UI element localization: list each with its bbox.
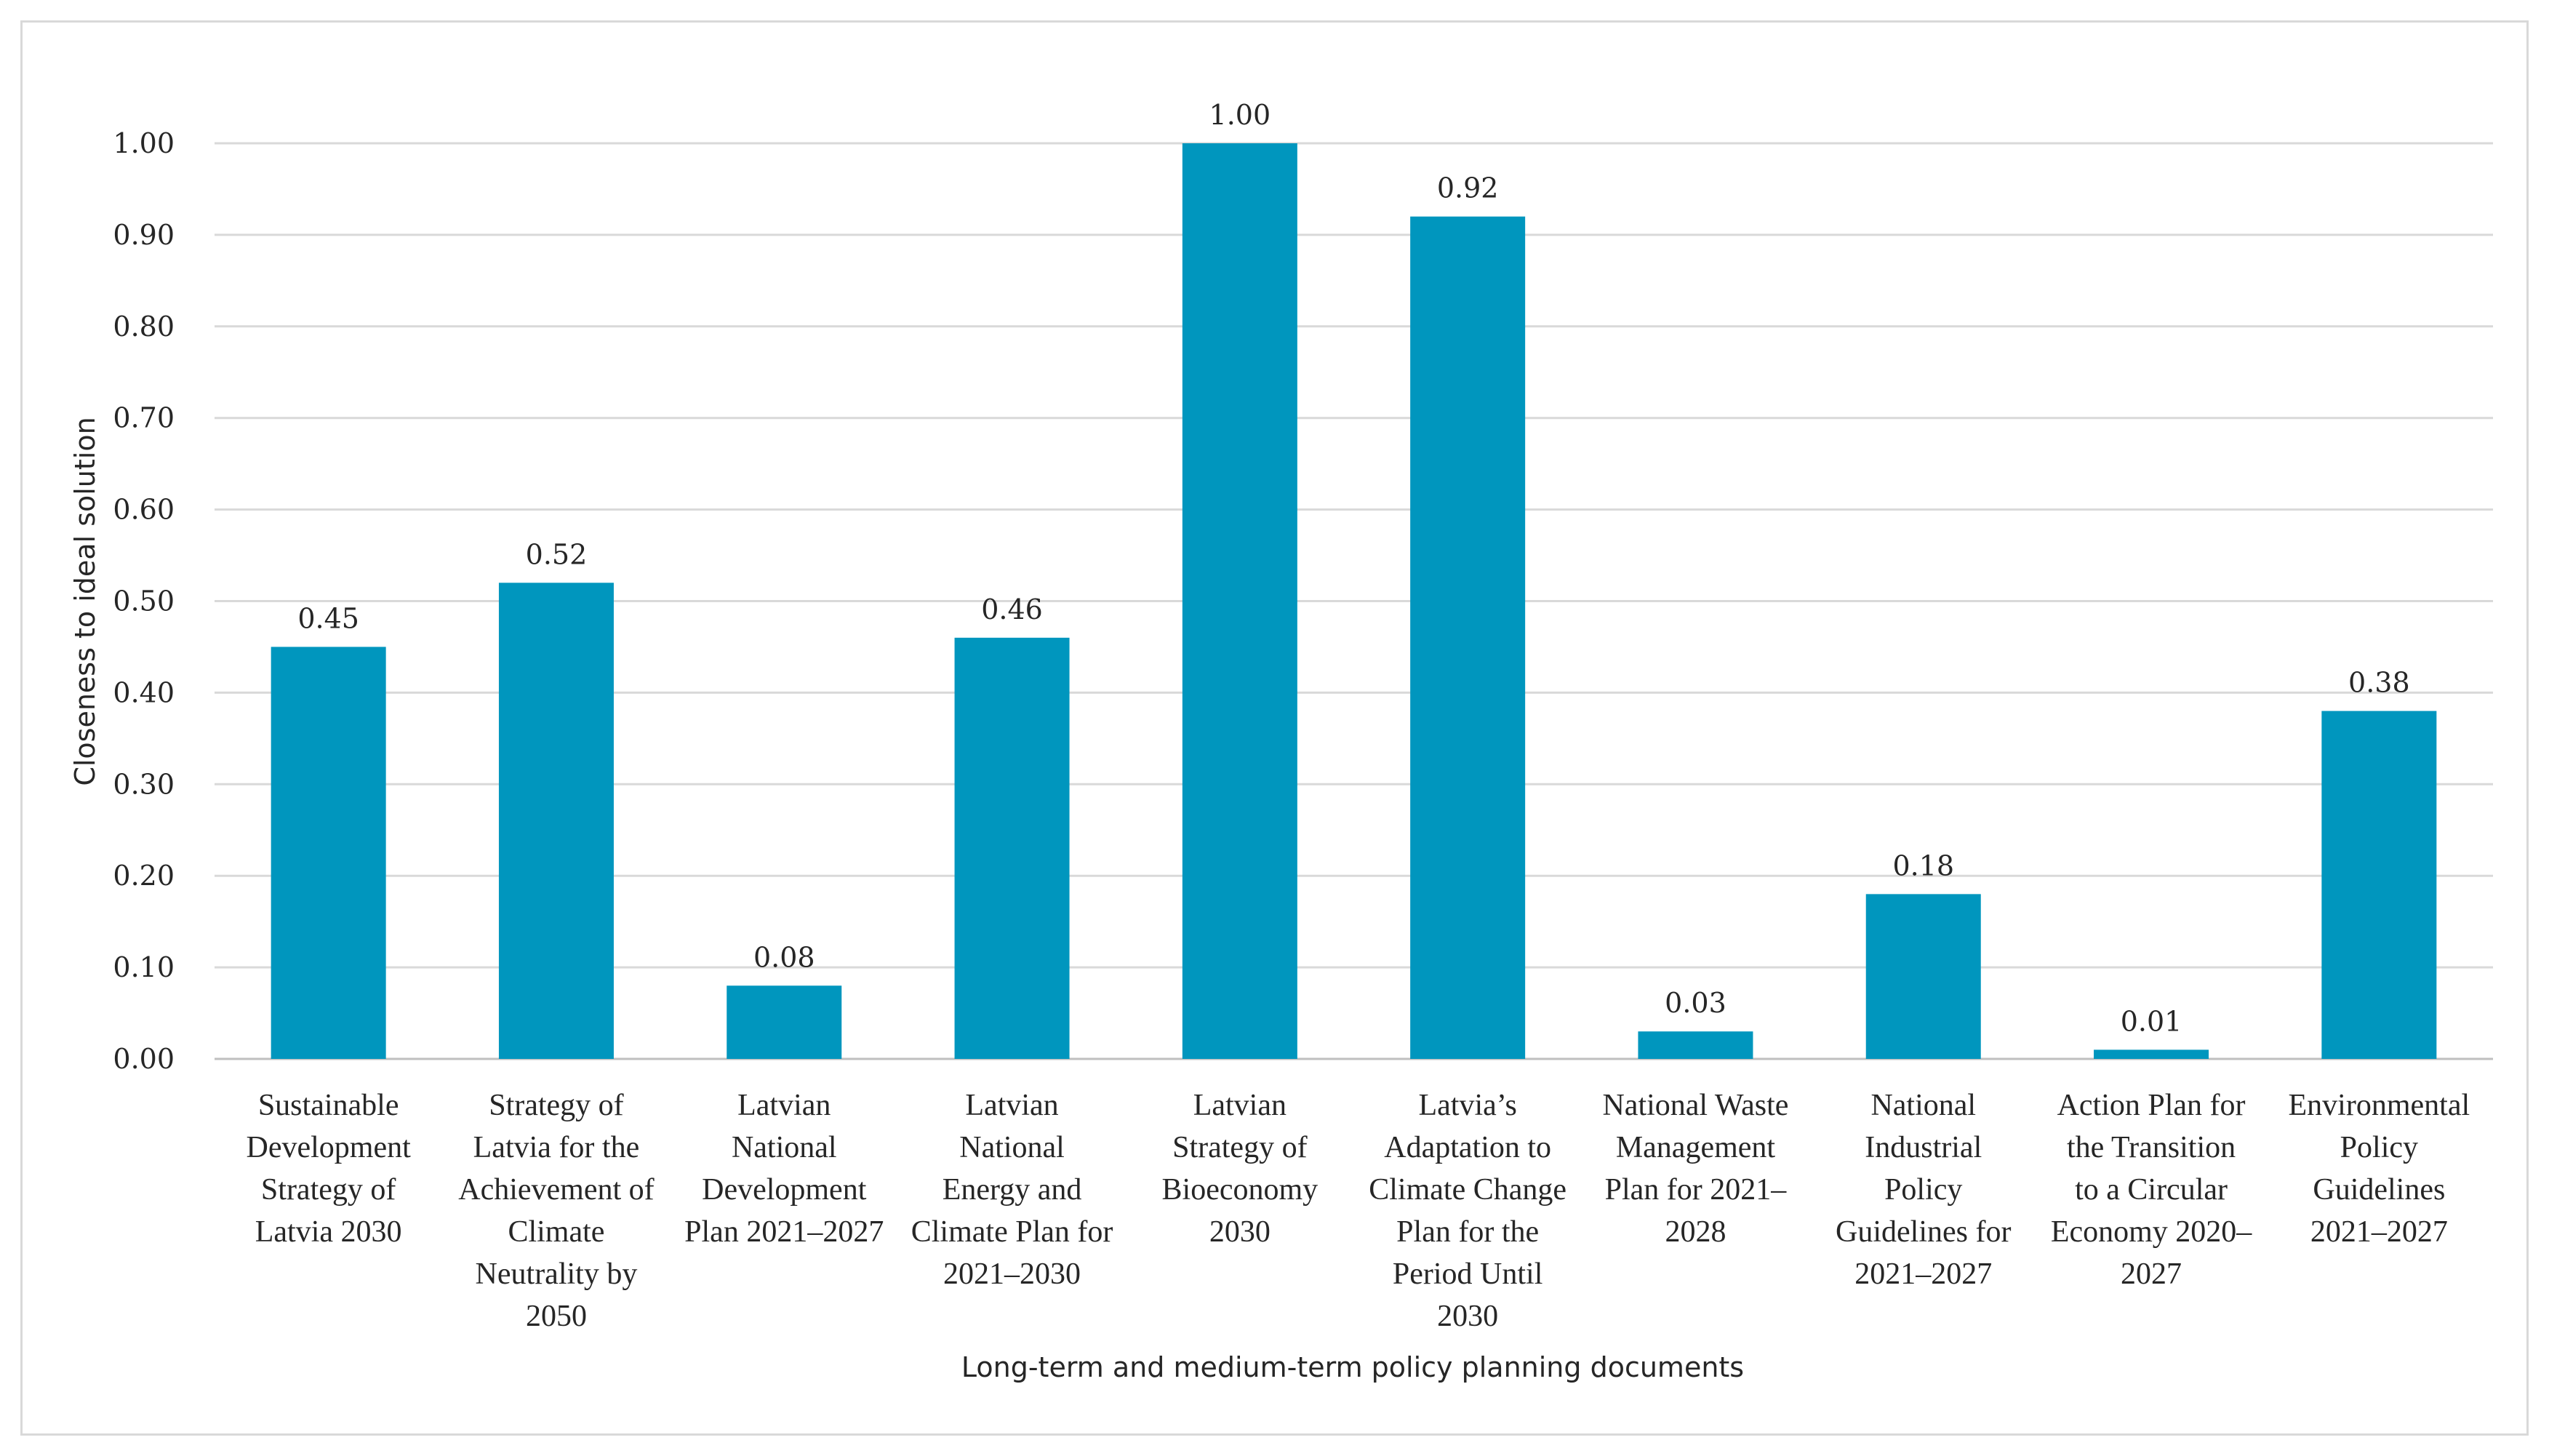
y-tick-label: 0.20 (113, 860, 175, 892)
x-tick-label-line: 2021–2030 (943, 1257, 1081, 1291)
data-label: 0.46 (981, 593, 1043, 625)
y-tick-label: 0.70 (113, 402, 175, 434)
data-labels: 0.45 0.52 0.08 0.46 1.00 0.92 0.03 0.18 0.01 0.38 (297, 99, 2409, 1037)
data-label: 0.45 (297, 602, 359, 634)
data-label: 0.92 (1437, 172, 1499, 204)
y-tick-label: 0.10 (113, 951, 175, 983)
x-tick-label-line: Latvia’s (1419, 1089, 1517, 1122)
x-tick-label: Latvia’s Adaptation to Climate Change Plan … (1369, 1089, 1566, 1333)
data-label: 0.01 (2121, 1005, 2182, 1037)
x-tick-label-line: 2030 (1437, 1300, 1498, 1333)
x-tick-label-line: Latvian (737, 1089, 831, 1122)
x-tick-label-line: Plan 2021–2027 (684, 1215, 884, 1249)
bar (1182, 143, 1297, 1059)
x-tick-label-line: Guidelines for (1836, 1215, 2011, 1249)
data-label: 0.08 (753, 941, 815, 973)
x-tick-label-line: National (732, 1131, 837, 1164)
x-tick-label-line: 2021–2027 (2310, 1215, 2448, 1249)
x-tick-label-line: 2027 (2121, 1257, 2182, 1291)
x-axis-title: Long-term and medium-term policy plannin… (961, 1351, 1744, 1383)
data-label: 0.52 (526, 538, 588, 570)
bar (271, 647, 386, 1059)
x-tick-label-line: Adaptation to (1384, 1131, 1551, 1164)
y-tick-label: 0.50 (113, 585, 175, 617)
data-label: 1.00 (1209, 99, 1271, 131)
x-tick-label-line: Neutrality by (476, 1257, 638, 1291)
y-tick-label: 0.30 (113, 768, 175, 800)
x-tick-label: Sustainable Development Strategy of Latvia … (247, 1089, 412, 1249)
x-tick-label-line: Development (702, 1173, 867, 1207)
data-label: 0.18 (1892, 849, 1954, 881)
x-tick-labels: Sustainable Development Strategy of Latvia … (247, 1089, 2470, 1333)
x-tick-label-line: National (959, 1131, 1065, 1164)
x-tick-label-line: Plan for 2021– (1605, 1173, 1788, 1207)
x-tick-label-line: Plan for the (1396, 1215, 1539, 1249)
x-tick-label-line: Period Until (1393, 1257, 1543, 1291)
x-tick-label-line: 2021–2027 (1854, 1257, 1992, 1291)
x-tick-label-line: the Transition (2067, 1131, 2236, 1164)
x-tick-label-line: Latvian (965, 1089, 1058, 1122)
x-tick-label-line: Climate (508, 1215, 604, 1249)
bar (954, 637, 1070, 1059)
bar (498, 583, 614, 1059)
bar (1638, 1031, 1753, 1059)
y-tick-label: 0.80 (113, 311, 175, 343)
x-tick-label: Latvian Strategy of Bioeconomy 2030 (1162, 1089, 1318, 1249)
x-tick-label: Action Plan for the Transition to a Circul… (2051, 1089, 2252, 1291)
x-tick-label-line: 2030 (1209, 1215, 1271, 1249)
x-tick-label-line: Development (247, 1131, 412, 1164)
bars (271, 143, 2437, 1060)
x-tick-label-line: Environmental (2289, 1089, 2470, 1122)
x-tick-label-line: Economy 2020– (2051, 1215, 2252, 1249)
x-tick-label-line: Strategy of (489, 1089, 623, 1122)
y-tick-label: 1.00 (113, 127, 175, 159)
x-tick-label-line: Latvian (1193, 1089, 1286, 1122)
x-tick-label-line: National (1870, 1089, 1976, 1122)
bar (727, 985, 842, 1059)
x-tick-label-line: to a Circular (2075, 1173, 2228, 1207)
y-tick-label: 0.40 (113, 676, 175, 708)
x-tick-label-line: Strategy of (261, 1173, 396, 1207)
x-tick-label-line: National Waste (1602, 1089, 1788, 1122)
y-tick-label: 0.00 (113, 1043, 175, 1075)
x-tick-label-line: Action Plan for (2057, 1089, 2246, 1122)
data-label: 0.38 (2348, 667, 2410, 699)
x-tick-label: National Industrial Policy Guidelines for 20… (1836, 1089, 2011, 1291)
y-axis-title: Closeness to ideal solution (69, 417, 101, 785)
bar (1410, 216, 1526, 1060)
x-tick-label-line: Strategy of (1172, 1131, 1307, 1164)
x-tick-label-line: Policy (2340, 1131, 2418, 1164)
bar (2094, 1049, 2209, 1059)
y-tick-label: 0.60 (113, 494, 175, 526)
x-tick-label-line: Energy and (943, 1173, 1082, 1207)
x-tick-label-line: 2028 (1665, 1215, 1726, 1249)
x-tick-label: National Waste Management Plan for 2021– 20… (1602, 1089, 1788, 1249)
x-tick-label-line: Bioeconomy (1162, 1173, 1318, 1207)
y-tick-labels: 0.00 0.10 0.20 0.30 0.40 0.50 0.60 0.70 0.80 0.90… (113, 127, 175, 1075)
x-tick-label-line: Industrial (1865, 1131, 1982, 1164)
x-tick-label-line: Sustainable (258, 1089, 399, 1122)
x-tick-label-line: Policy (1884, 1173, 1962, 1207)
x-tick-label-line: Latvia for the (473, 1131, 640, 1164)
x-tick-label-line: 2050 (526, 1300, 587, 1333)
y-tick-label: 0.90 (113, 219, 175, 251)
bar (2321, 711, 2437, 1059)
x-tick-label: Strategy of Latvia for the Achievement of C… (458, 1089, 654, 1333)
x-tick-label-line: Climate Change (1369, 1173, 1566, 1207)
x-tick-label-line: Achievement of (458, 1173, 654, 1207)
data-label: 0.03 (1665, 987, 1726, 1019)
x-tick-label-line: Guidelines (2313, 1173, 2445, 1207)
x-tick-label: Environmental Policy Guidelines 2021–2027 (2289, 1089, 2470, 1249)
x-tick-label-line: Climate Plan for (911, 1215, 1113, 1249)
x-tick-label-line: Latvia 2030 (255, 1215, 402, 1249)
bar (1865, 894, 1981, 1059)
x-tick-label: Latvian National Development Plan 2021–2027 (684, 1089, 884, 1249)
x-tick-label: Latvian National Energy and Climate Plan fo… (911, 1089, 1113, 1291)
x-tick-label-line: Management (1616, 1131, 1776, 1164)
